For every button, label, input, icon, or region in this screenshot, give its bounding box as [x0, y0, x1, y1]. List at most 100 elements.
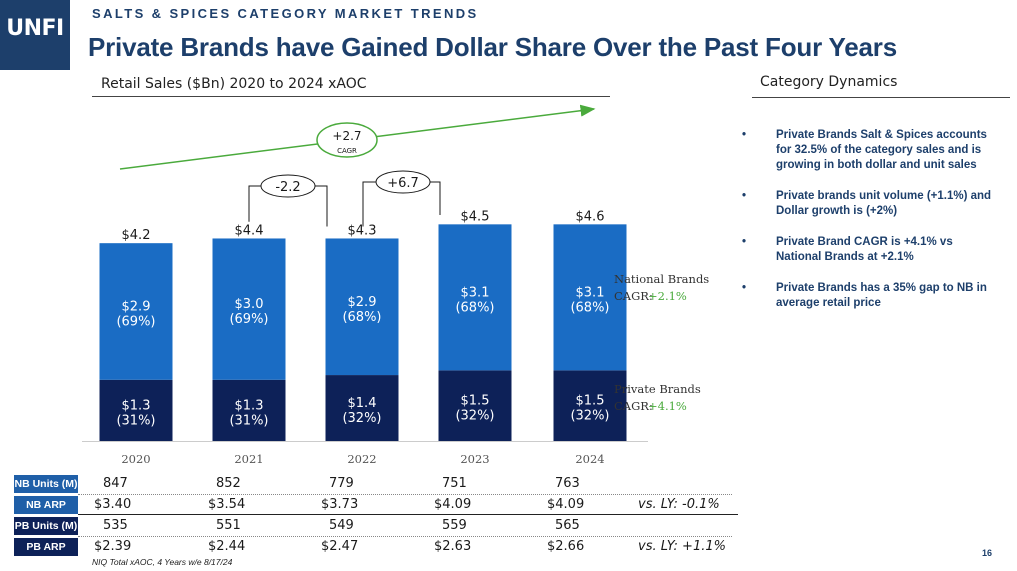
pb-value-label: $1.3	[122, 398, 151, 413]
table-cell: $3.54	[208, 497, 246, 512]
nb-share-label: (68%)	[570, 300, 609, 315]
change-oval-2021-2022	[260, 174, 316, 198]
nb-value-label: $3.1	[461, 285, 490, 300]
x-tick-label: 2024	[575, 452, 604, 466]
bar-national-brands	[99, 243, 173, 380]
cagr-callout-value: +2.7	[332, 129, 361, 143]
nb-share-label: (69%)	[116, 314, 155, 329]
cagr-callout-oval	[316, 122, 378, 158]
bar-national-brands	[325, 238, 399, 376]
bar-national-brands	[553, 224, 627, 371]
change-label-2021-2022: -2.2	[275, 180, 300, 195]
table-row-nb-units: NB Units (M) 847 852 779 751 763	[14, 475, 1014, 496]
pb-arp-vs-ly: vs. LY: +1.1%	[638, 539, 726, 554]
table-cell: $2.47	[321, 539, 359, 554]
category-dynamics-title: Category Dynamics	[760, 74, 898, 90]
row-label: PB Units (M)	[14, 517, 78, 535]
section-divider	[78, 514, 738, 515]
table-cell: $2.44	[208, 539, 246, 554]
bullet-item: Private Brand CAGR is +4.1% vs National …	[742, 235, 994, 265]
nb-value-label: $2.9	[122, 299, 151, 314]
category-dynamics-rule	[752, 97, 1010, 98]
nb-value-label: $3.0	[235, 297, 264, 312]
page-number: 16	[982, 548, 993, 558]
table-cell: $2.66	[547, 539, 585, 554]
pb-value-label: $1.4	[348, 396, 377, 411]
table-row-pb-arp: PB ARP $2.39 $2.44 $2.47 $2.63 $2.66 vs.…	[14, 538, 1014, 559]
bar-private-brands	[438, 370, 512, 441]
table-cell: 551	[216, 518, 241, 533]
nb-value-label: $2.9	[348, 295, 377, 310]
x-tick-label: 2021	[234, 452, 263, 466]
table-cell: 565	[555, 518, 580, 533]
bar-total-label: $4.2	[122, 228, 151, 243]
logo-text: UNFI	[6, 16, 64, 41]
table-cell: $4.09	[547, 497, 585, 512]
bar-private-brands	[212, 379, 286, 441]
table-cell: 779	[329, 476, 354, 491]
row-label: NB Units (M)	[14, 475, 78, 493]
row-divider	[78, 494, 732, 495]
pb-share-label: (32%)	[455, 409, 494, 424]
pb-share-label: (31%)	[229, 413, 268, 428]
x-tick-label: 2022	[347, 452, 376, 466]
table-cell: $3.73	[321, 497, 359, 512]
table-cell: 535	[103, 518, 128, 533]
bar-national-brands	[212, 238, 286, 380]
nb-arp-vs-ly: vs. LY: -0.1%	[638, 497, 720, 512]
legend-private-cagr-value: +4.1%	[648, 399, 687, 413]
stacked-bar-chart: $1.3(31%)$2.9(69%)$4.22020$1.3(31%)$3.0(…	[82, 104, 709, 466]
pb-value-label: $1.5	[576, 394, 605, 409]
legend-national-brands: National Brands	[614, 272, 709, 286]
table-row-pb-units: PB Units (M) 535 551 549 559 565	[14, 517, 1014, 538]
row-label: PB ARP	[14, 538, 78, 556]
change-label-2022-2023: +6.7	[387, 176, 419, 191]
table-cell: 852	[216, 476, 241, 491]
unfi-logo: UNFI	[0, 0, 70, 70]
table-cell: $3.40	[94, 497, 132, 512]
bar-private-brands	[99, 379, 173, 441]
row-label: NB ARP	[14, 496, 78, 514]
table-cell: $4.09	[434, 497, 472, 512]
source-note: NIQ Total xAOC, 4 Years w/e 8/17/24	[92, 557, 233, 567]
pb-value-label: $1.5	[461, 394, 490, 409]
table-cell: $2.63	[434, 539, 472, 554]
category-dynamics-list: Private Brands Salt & Spices accounts fo…	[742, 128, 994, 327]
table-cell: 549	[329, 518, 354, 533]
table-cell: $2.39	[94, 539, 132, 554]
nb-share-label: (68%)	[455, 300, 494, 315]
bar-private-brands	[325, 375, 399, 441]
bar-total-label: $4.6	[576, 209, 605, 224]
table-cell: 559	[442, 518, 467, 533]
bar-total-label: $4.3	[348, 223, 377, 238]
chart-title: Retail Sales ($Bn) 2020 to 2024 xAOC	[101, 76, 367, 92]
bar-national-brands	[438, 224, 512, 371]
table-cell: 763	[555, 476, 580, 491]
bullet-item: Private Brands Salt & Spices accounts fo…	[742, 128, 994, 173]
bar-total-label: $4.5	[461, 209, 490, 224]
nb-value-label: $3.1	[576, 285, 605, 300]
x-tick-label: 2023	[460, 452, 489, 466]
bar-private-brands	[553, 370, 627, 441]
x-tick-label: 2020	[121, 452, 150, 466]
table-cell: 751	[442, 476, 467, 491]
chart-title-rule	[92, 96, 610, 97]
legend-private-brands: Private Brands	[614, 382, 701, 396]
section-eyebrow: SALTS & SPICES CATEGORY MARKET TRENDS	[92, 6, 479, 21]
nb-share-label: (69%)	[229, 312, 268, 327]
table-cell: 847	[103, 476, 128, 491]
slide-title: Private Brands have Gained Dollar Share …	[88, 32, 897, 62]
bullet-item: Private Brands has a 35% gap to NB in av…	[742, 281, 994, 311]
cagr-callout-label: CAGR	[337, 147, 357, 155]
legend-private-cagr-label: CAGR:	[614, 399, 653, 413]
nb-share-label: (68%)	[342, 310, 381, 325]
change-oval-2022-2023	[375, 170, 431, 194]
pb-value-label: $1.3	[235, 398, 264, 413]
bar-total-label: $4.4	[235, 223, 264, 238]
legend-national-cagr-value: +2.1%	[648, 289, 687, 303]
pb-share-label: (32%)	[342, 411, 381, 426]
bullet-item: Private brands unit volume (+1.1%) and D…	[742, 189, 994, 219]
legend-national-cagr-label: CAGR:	[614, 289, 653, 303]
pb-share-label: (31%)	[116, 413, 155, 428]
row-divider	[78, 536, 732, 537]
